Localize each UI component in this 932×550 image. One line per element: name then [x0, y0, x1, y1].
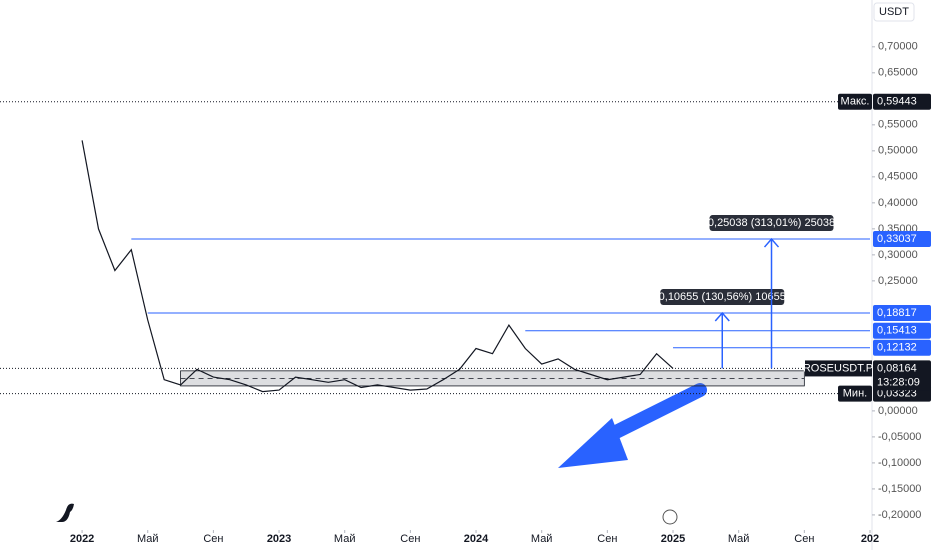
x-tick-label: Май: [137, 533, 159, 545]
level-tag: Макс.: [841, 96, 870, 108]
level-label-box: [873, 322, 931, 339]
currency-box: [873, 2, 915, 22]
countdown: 13:28:09: [877, 376, 920, 388]
current-tag: ROSEUSDT.P: [803, 362, 873, 374]
x-tick-label: Сен: [400, 533, 420, 545]
level-label: 0,03323: [877, 388, 917, 400]
level-tag-box: [838, 93, 872, 110]
projection-head: [714, 311, 730, 322]
level-tag-box: [838, 385, 872, 402]
x-tick-label: 2023: [267, 533, 291, 545]
currency: USDT: [879, 6, 909, 18]
y-tick-label: 0,45000: [878, 171, 918, 183]
y-tick-label: 0,25000: [878, 275, 918, 287]
y-tick-label: 0,55000: [878, 119, 918, 131]
x-tick-label: Май: [334, 533, 356, 545]
level-label: 0,59443: [877, 96, 917, 108]
y-tick-label: 0,30000: [878, 249, 918, 261]
y-tick-label: -0,15000: [878, 483, 921, 495]
annotation: 0,25038 (313,01%) 25038: [708, 217, 835, 229]
level-label: 0,12132: [877, 342, 917, 354]
level-label-box: [873, 93, 931, 110]
annotation: 0,10655 (130,56%) 10655: [659, 291, 786, 303]
level-label-box: [873, 305, 931, 322]
level-label: 0,33037: [877, 233, 917, 245]
level-label: 0,15413: [877, 325, 917, 337]
y-tick-label: -0,05000: [878, 431, 921, 443]
x-tick-label: Сен: [597, 533, 617, 545]
projection-head: [763, 237, 780, 248]
level-label: 0,18817: [877, 307, 917, 319]
y-tick-label: -0,20000: [878, 509, 921, 521]
x-tick-label: Сен: [794, 533, 814, 545]
level-label-box: [873, 231, 931, 248]
big-arrow: [558, 383, 707, 468]
current-tag-box: [805, 360, 872, 377]
x-tick-label: Сен: [203, 533, 223, 545]
current-price: 0,08164: [877, 362, 917, 374]
logo: [56, 503, 678, 525]
y-tick-label: 0,70000: [878, 41, 918, 53]
x-tick-label: Май: [728, 533, 750, 545]
annotation-box: [709, 215, 834, 232]
annotation-box: [660, 289, 785, 306]
x-tick-label: 2024: [464, 533, 489, 545]
y-tick-label: 0,40000: [878, 197, 918, 209]
price-line: [81, 140, 674, 393]
level-tag: Мин.: [843, 388, 867, 400]
level-label-box: [873, 339, 931, 356]
y-tick-label: 0,00000: [878, 405, 918, 417]
x-tick-label: 202: [861, 533, 879, 545]
x-tick-label: Май: [531, 533, 553, 545]
current-price-box: [873, 360, 931, 391]
x-tick-label: 2022: [70, 533, 94, 545]
y-tick-label: 0,50000: [878, 145, 918, 157]
x-tick-label: 2025: [661, 533, 685, 545]
y-tick-label: 0,65000: [878, 67, 918, 79]
y-tick-label: -0,10000: [878, 457, 921, 469]
